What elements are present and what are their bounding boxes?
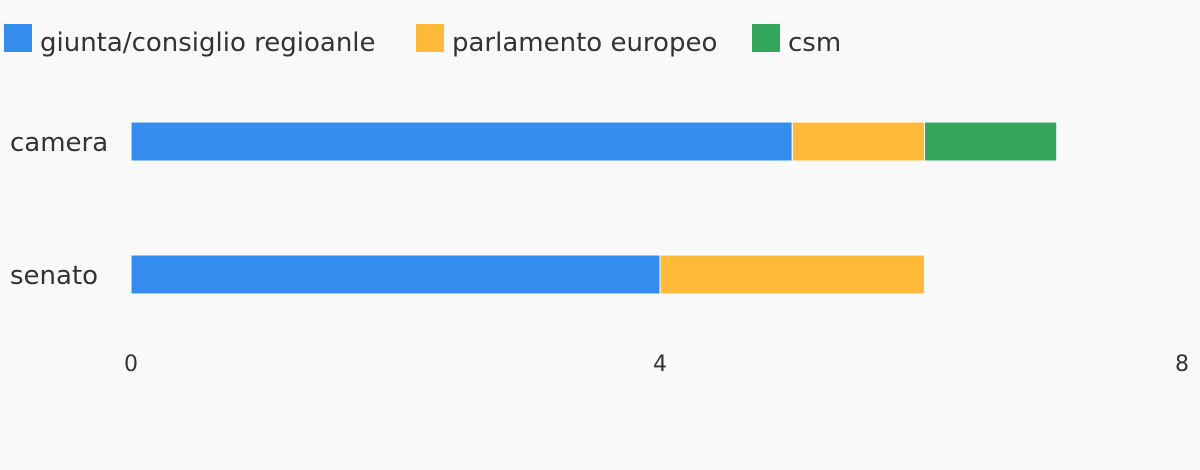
bar-senato-series-1	[659, 254, 925, 295]
bar-camera-series-1	[791, 121, 925, 162]
x-axis-ticks: 0 4 8	[124, 352, 1189, 377]
category-labels: camera senato	[10, 128, 108, 291]
legend-swatch-1	[416, 24, 444, 52]
bar-senato-series-0	[130, 254, 661, 295]
legend-swatch-0	[4, 24, 32, 52]
legend-label-1: parlamento europeo	[452, 28, 717, 58]
x-tick-label-2: 8	[1175, 352, 1189, 377]
x-tick-label-0: 0	[124, 352, 138, 377]
x-tick-label-1: 4	[653, 352, 667, 377]
legend-label-2: csm	[788, 28, 841, 58]
legend-swatch-2	[752, 24, 780, 52]
legend: giunta/consiglio regioanle parlamento eu…	[4, 24, 841, 58]
bar-camera-series-0	[130, 121, 793, 162]
bars	[130, 121, 1058, 295]
category-label-camera: camera	[10, 128, 108, 158]
legend-label-0: giunta/consiglio regioanle	[40, 28, 376, 58]
bar-camera-series-2	[924, 121, 1058, 162]
category-label-senato: senato	[10, 261, 98, 291]
